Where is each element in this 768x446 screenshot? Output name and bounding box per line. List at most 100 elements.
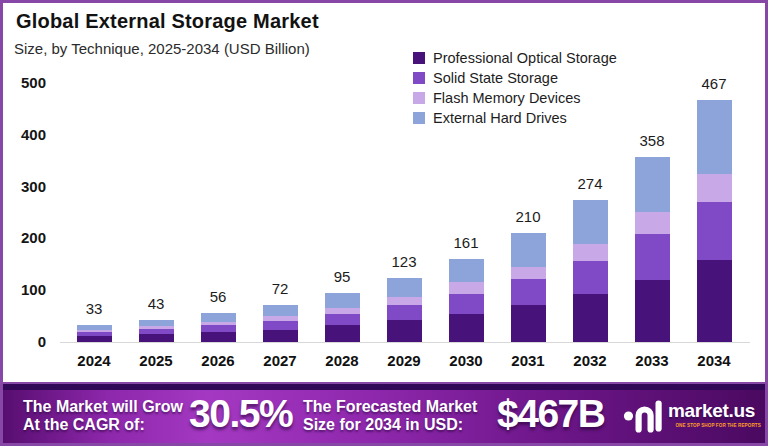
bar-2028 xyxy=(325,293,360,342)
bar-segment xyxy=(325,325,360,342)
legend-item: Professional Optical Storage xyxy=(413,48,617,68)
legend-swatch-icon xyxy=(413,52,425,64)
bar-segment xyxy=(139,320,174,327)
forecast-label: The Forecasted MarketSize for 2034 in US… xyxy=(303,398,477,433)
x-axis-label: 2030 xyxy=(435,352,497,369)
bar-2030 xyxy=(449,259,484,342)
bar-segment xyxy=(201,332,236,342)
legend-swatch-icon xyxy=(413,92,425,104)
bar-segment xyxy=(139,334,174,342)
bar-2033 xyxy=(635,157,670,342)
bar-2026 xyxy=(201,313,236,342)
legend-label: Professional Optical Storage xyxy=(433,50,617,66)
bar-segment xyxy=(263,330,298,342)
legend-label: Flash Memory Devices xyxy=(433,90,580,106)
legend-item: Solid State Storage xyxy=(413,68,617,88)
bar-segment xyxy=(325,314,360,325)
cagr-label: The Market will GrowAt the CAGR of: xyxy=(23,398,183,433)
bar-2034 xyxy=(697,100,732,342)
bar-total-label: 274 xyxy=(559,175,621,192)
brand-tagline: ONE STOP SHOP FOR THE REPORTS xyxy=(675,422,760,428)
bar-segment xyxy=(511,279,546,305)
legend-item: Flash Memory Devices xyxy=(413,88,617,108)
bar-segment xyxy=(387,297,422,305)
bar-segment xyxy=(635,212,670,234)
bar-total-label: 95 xyxy=(311,268,373,285)
bar-2024 xyxy=(77,325,112,342)
brand-mark-icon xyxy=(620,399,664,433)
bar-segment xyxy=(387,278,422,297)
y-axis-tick-label: 0 xyxy=(0,333,46,351)
y-axis-tick-label: 500 xyxy=(0,74,46,92)
bar-segment xyxy=(573,244,608,261)
x-axis-label: 2025 xyxy=(125,352,187,369)
y-axis-tick-label: 200 xyxy=(0,229,46,247)
bar-segment xyxy=(387,320,422,342)
x-axis-label: 2031 xyxy=(497,352,559,369)
legend-item: External Hard Drives xyxy=(413,108,617,128)
y-axis-tick-label: 400 xyxy=(0,126,46,144)
y-axis-tick-label: 100 xyxy=(0,281,46,299)
bar-segment xyxy=(635,234,670,280)
bar-total-label: 56 xyxy=(187,288,249,305)
bar-segment xyxy=(635,157,670,213)
bar-segment xyxy=(263,321,298,330)
bar-segment xyxy=(511,305,546,342)
bar-segment xyxy=(77,336,112,342)
footer-banner: The Market will GrowAt the CAGR of: 30.5… xyxy=(0,382,768,446)
bar-segment xyxy=(263,305,298,316)
bar-segment xyxy=(573,200,608,244)
bar-total-label: 467 xyxy=(683,75,745,92)
bar-total-label: 210 xyxy=(497,208,559,225)
bar-total-label: 161 xyxy=(435,234,497,251)
legend-label: Solid State Storage xyxy=(433,70,558,86)
bar-segment xyxy=(511,267,546,279)
bar-segment xyxy=(697,100,732,174)
legend-label: External Hard Drives xyxy=(433,110,567,126)
bar-segment xyxy=(511,233,546,267)
infographic: Global External Storage Market Size, by … xyxy=(0,0,768,446)
bar-2029 xyxy=(387,278,422,342)
bar-2025 xyxy=(139,320,174,342)
x-axis-label: 2029 xyxy=(373,352,435,369)
bar-segment xyxy=(387,305,422,320)
legend-swatch-icon xyxy=(413,112,425,124)
bar-total-label: 72 xyxy=(249,280,311,297)
bar-2032 xyxy=(573,200,608,342)
bar-segment xyxy=(449,259,484,283)
legend-swatch-icon xyxy=(413,72,425,84)
x-axis-label: 2033 xyxy=(621,352,683,369)
bar-total-label: 358 xyxy=(621,132,683,149)
y-axis-tick-label: 300 xyxy=(0,178,46,196)
x-axis-label: 2028 xyxy=(311,352,373,369)
bar-segment xyxy=(201,313,236,322)
bar-2027 xyxy=(263,305,298,342)
bar-segment xyxy=(697,174,732,202)
bar-segment xyxy=(573,261,608,294)
bar-segment xyxy=(449,282,484,293)
bar-total-label: 123 xyxy=(373,253,435,270)
stacked-bar-chart: 0 100 200 300 400 500 33 2024 43 2025 56 2026 72 2027… xyxy=(0,0,768,446)
x-axis-label: 2027 xyxy=(249,352,311,369)
bar-segment xyxy=(697,260,732,342)
x-axis-label: 2032 xyxy=(559,352,621,369)
x-axis-label: 2034 xyxy=(683,352,745,369)
x-axis-label: 2024 xyxy=(63,352,125,369)
x-axis-line xyxy=(60,342,750,343)
bar-2031 xyxy=(511,233,546,342)
x-axis-label: 2026 xyxy=(187,352,249,369)
bar-segment xyxy=(325,293,360,309)
bar-segment xyxy=(697,202,732,260)
bar-segment xyxy=(635,280,670,342)
bar-total-label: 33 xyxy=(63,300,125,317)
brand-logo: market.us ONE STOP SHOP FOR THE REPORTS xyxy=(620,399,761,433)
bar-total-label: 43 xyxy=(125,295,187,312)
bar-segment xyxy=(573,294,608,342)
brand-name: market.us xyxy=(668,399,761,423)
bar-segment xyxy=(201,325,236,332)
cagr-value: 30.5% xyxy=(189,392,292,436)
chart-legend: Professional Optical Storage Solid State … xyxy=(413,48,617,128)
bar-segment xyxy=(449,294,484,314)
forecast-value: $467B xyxy=(497,392,604,436)
bar-segment xyxy=(449,314,484,342)
